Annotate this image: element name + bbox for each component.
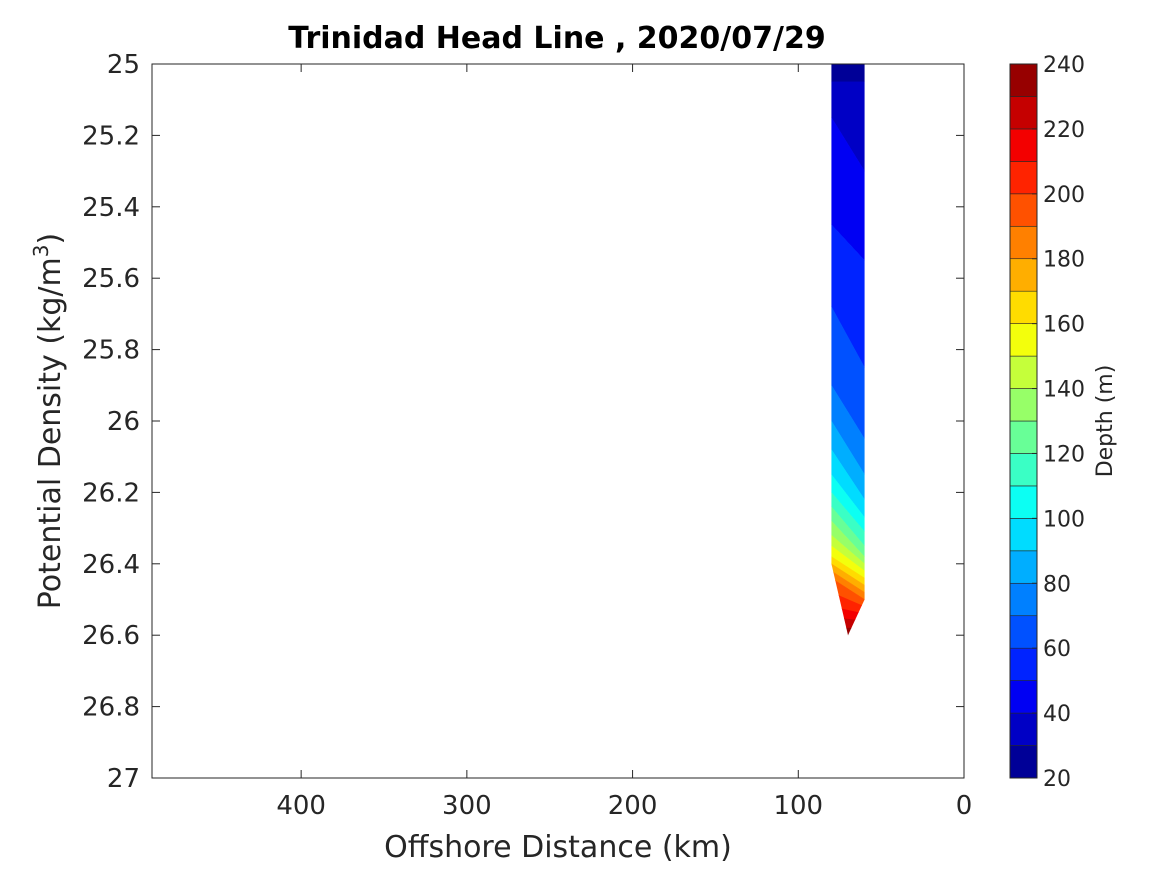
x-tick-label: 0 <box>956 791 973 821</box>
colorbar-swatch <box>1009 680 1038 714</box>
y-tick-label: 26 <box>107 407 140 437</box>
y-axis: 25 25.2 25.4 25.6 25.8 26 26.2 26.4 26.6 26.8 27 <box>82 50 964 794</box>
colorbar-tick-label: 80 <box>1043 572 1071 597</box>
y-tick-label: 27 <box>107 764 140 794</box>
colorbar-label: Depth (m) <box>1093 365 1118 478</box>
plot-area <box>152 64 964 778</box>
colorbar-tick-label: 160 <box>1043 313 1085 338</box>
colorbar-tick-label: 140 <box>1043 378 1085 403</box>
colorbar-tick-label: 20 <box>1043 767 1071 792</box>
y-axis-label-main: Potential Density (kg/m <box>33 257 68 609</box>
colorbar-swatch <box>1009 712 1038 746</box>
chart-title: Trinidad Head Line , 2020/07/29 <box>288 21 825 56</box>
colorbar-swatch <box>1009 518 1038 552</box>
y-tick-label: 26.8 <box>82 693 140 723</box>
x-axis-label: Offshore Distance (km) <box>384 830 732 865</box>
colorbar-frame <box>1009 63 1038 779</box>
y-axis-label-close: ) <box>33 233 68 245</box>
colorbar-swatch <box>1009 323 1038 357</box>
y-axis-label: Potential Density (kg/m3) <box>29 233 68 609</box>
colorbar-swatch <box>1009 388 1038 422</box>
colorbar-tick-label: 220 <box>1043 118 1085 143</box>
x-tick-label: 200 <box>608 791 658 821</box>
colorbar-tick-label: 200 <box>1043 183 1085 208</box>
colorbar-tick-label: 60 <box>1043 637 1071 662</box>
colorbar-swatch <box>1009 290 1038 324</box>
colorbar-swatch <box>1009 420 1038 454</box>
y-tick-label: 25.6 <box>82 264 140 294</box>
y-axis-label-superscript: 3 <box>29 244 53 257</box>
colorbar-swatch <box>1009 453 1038 487</box>
y-tick-label: 26.4 <box>82 550 140 580</box>
colorbar-swatch <box>1009 615 1038 649</box>
y-tick-label: 25.4 <box>82 193 140 223</box>
colorbar-swatch <box>1009 96 1038 130</box>
colorbar-tick-label: 240 <box>1043 53 1085 78</box>
colorbar-swatch <box>1009 128 1038 162</box>
x-tick-label: 400 <box>276 791 326 821</box>
colorbar-tick-label: 180 <box>1043 248 1085 273</box>
colorbar: 20 40 60 80 100 120 140 160 180 200 220 240 <box>1009 53 1085 792</box>
colorbar-swatch <box>1009 63 1038 97</box>
y-tick-label: 26.2 <box>82 478 140 508</box>
colorbar-swatch <box>1009 258 1038 292</box>
colorbar-tick-label: 120 <box>1043 442 1085 467</box>
colorbar-swatch <box>1009 745 1038 779</box>
colorbar-tick-label: 40 <box>1043 702 1071 727</box>
y-tick-label: 25.2 <box>82 121 140 151</box>
depth-bands <box>831 64 865 636</box>
colorbar-swatch <box>1009 355 1038 389</box>
colorbar-swatch <box>1009 582 1038 617</box>
colorbar-swatch <box>1009 161 1038 195</box>
depth-band <box>831 64 865 83</box>
colorbar-swatch <box>1009 225 1038 260</box>
depth-filled-region <box>831 64 865 636</box>
x-tick-label: 100 <box>773 791 823 821</box>
x-tick-label: 300 <box>442 791 492 821</box>
colorbar-swatch <box>1009 193 1038 227</box>
y-tick-label: 25 <box>107 50 140 80</box>
y-tick-label: 26.6 <box>82 621 140 651</box>
x-axis: 400 300 200 100 0 <box>276 64 972 821</box>
y-tick-label: 25.8 <box>82 336 140 366</box>
colorbar-swatch <box>1009 550 1038 584</box>
colorbar-swatch <box>1009 647 1038 681</box>
colorbar-tick-label: 100 <box>1043 507 1085 532</box>
colorbar-swatch <box>1009 485 1038 519</box>
